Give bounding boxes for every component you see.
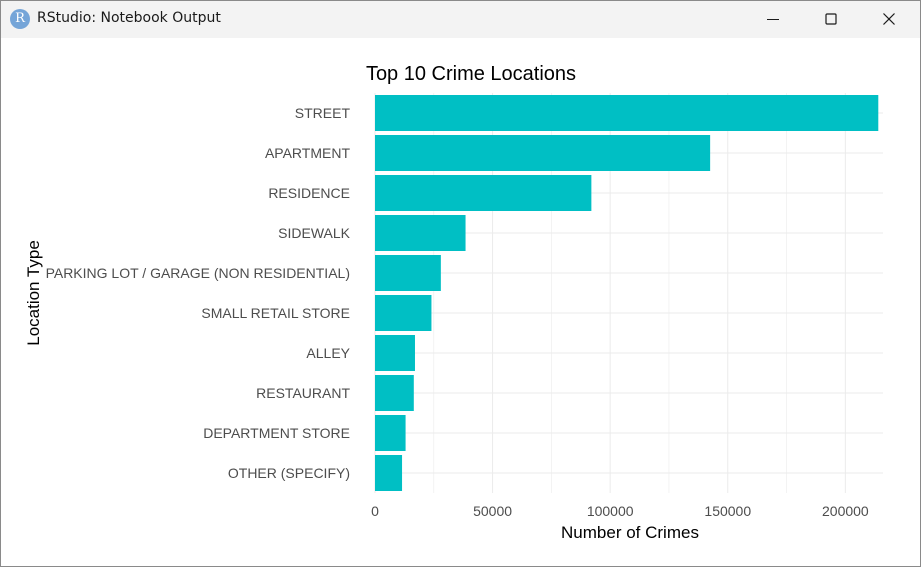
bar bbox=[375, 95, 879, 131]
maximize-icon bbox=[825, 13, 837, 25]
x-tick-label: 0 bbox=[371, 503, 379, 519]
y-axis-title: Location Type bbox=[24, 240, 43, 346]
close-icon bbox=[883, 13, 895, 25]
bar bbox=[375, 415, 406, 451]
y-tick-label: RESIDENCE bbox=[268, 185, 350, 201]
bar bbox=[375, 455, 403, 491]
y-tick-label: DEPARTMENT STORE bbox=[203, 425, 350, 441]
bar-chart: Top 10 Crime Locations STREET APARTMENT RE… bbox=[24, 63, 883, 542]
y-tick-labels: STREET APARTMENT RESIDENCE SIDEWALK PARKING … bbox=[46, 105, 351, 481]
x-tick-label: 150000 bbox=[704, 503, 751, 519]
y-tick-label: RESTAURANT bbox=[256, 385, 350, 401]
bar bbox=[375, 135, 711, 171]
rstudio-icon: R bbox=[10, 9, 30, 29]
bar bbox=[375, 335, 415, 371]
bar bbox=[375, 295, 432, 331]
bar bbox=[375, 255, 441, 291]
y-tick-label: PARKING LOT / GARAGE (NON RESIDENTIAL) bbox=[46, 265, 350, 281]
y-tick-label: ALLEY bbox=[306, 345, 350, 361]
y-tick-label: STREET bbox=[295, 105, 351, 121]
x-tick-label: 200000 bbox=[822, 503, 869, 519]
x-tick-label: 50000 bbox=[473, 503, 512, 519]
maximize-button[interactable] bbox=[802, 1, 860, 38]
y-tick-label: APARTMENT bbox=[265, 145, 350, 161]
title-bar: R RStudio: Notebook Output bbox=[1, 1, 920, 38]
close-button[interactable] bbox=[860, 1, 918, 38]
window-title: RStudio: Notebook Output bbox=[37, 10, 221, 26]
x-tick-labels: 0 50000 100000 150000 200000 bbox=[371, 503, 869, 519]
minimize-icon bbox=[767, 19, 779, 20]
y-tick-label: SIDEWALK bbox=[278, 225, 350, 241]
y-tick-label: SMALL RETAIL STORE bbox=[201, 305, 350, 321]
minimize-button[interactable] bbox=[744, 1, 802, 38]
y-tick-label: OTHER (SPECIFY) bbox=[228, 465, 350, 481]
bar bbox=[375, 375, 414, 411]
bar-layer bbox=[375, 95, 879, 491]
x-axis-title: Number of Crimes bbox=[561, 523, 699, 542]
bar bbox=[375, 215, 466, 251]
bar bbox=[375, 175, 592, 211]
chart-title: Top 10 Crime Locations bbox=[366, 63, 576, 85]
x-tick-label: 100000 bbox=[587, 503, 634, 519]
